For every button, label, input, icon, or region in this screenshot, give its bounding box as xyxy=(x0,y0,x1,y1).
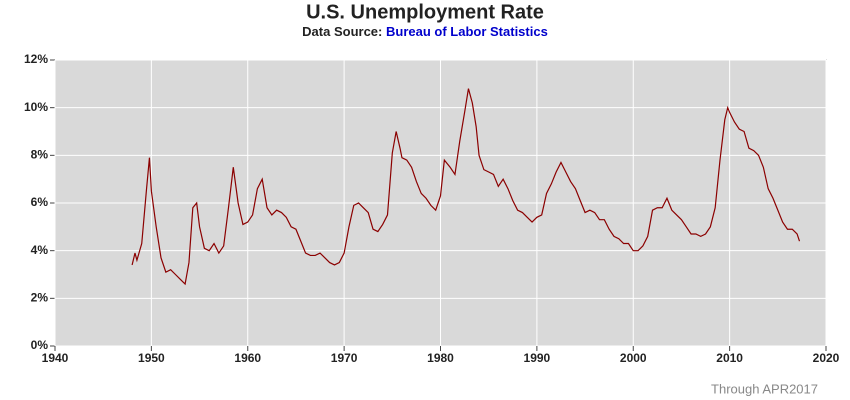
x-tick-label: 2000 xyxy=(620,351,647,365)
x-tick-label: 1950 xyxy=(138,351,165,365)
x-tick-label: 1960 xyxy=(234,351,261,365)
y-tick-label: 6% xyxy=(31,195,49,209)
subtitle-prefix: Data Source: xyxy=(302,24,382,39)
subtitle-source: Bureau of Labor Statistics xyxy=(386,24,548,39)
x-tick-label: 2010 xyxy=(716,351,743,365)
y-tick-label: 2% xyxy=(31,291,49,305)
x-tick-label: 1990 xyxy=(524,351,551,365)
x-tick-label: 1940 xyxy=(42,351,69,365)
y-tick-label: 4% xyxy=(31,243,49,257)
x-tick-label: 2020 xyxy=(813,351,840,365)
chart-title: U.S. Unemployment Rate xyxy=(306,1,544,23)
y-tick-label: 8% xyxy=(31,148,49,162)
x-tick-label: 1970 xyxy=(331,351,358,365)
y-tick-label: 12% xyxy=(24,52,48,66)
chart-subtitle: Data Source: Bureau of Labor Statistics xyxy=(302,24,548,39)
data-line xyxy=(131,88,801,286)
footnote: Through APR2017 xyxy=(711,381,818,396)
y-tick-label: 10% xyxy=(24,100,48,114)
x-tick-label: 1980 xyxy=(427,351,454,365)
y-tick-label: 0% xyxy=(31,338,49,352)
